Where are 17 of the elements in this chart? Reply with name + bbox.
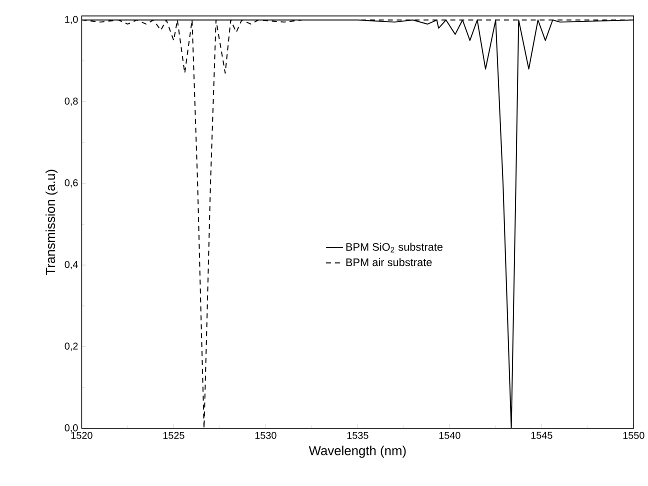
y-tick-label: 0,6 [64, 179, 78, 188]
x-tick-label: 1545 [531, 432, 552, 439]
x-tick-label: 1540 [439, 432, 460, 439]
x-tick-label: 1535 [347, 432, 368, 439]
x-tick-label: 1520 [71, 432, 92, 439]
y-tick-label: 0,8 [64, 98, 78, 106]
y-tick-label: 0,0 [64, 424, 78, 432]
y-tick-label: 0,4 [64, 260, 78, 270]
legend-label: BPM SiO$_{2}$ substrate [346, 242, 443, 252]
y-tick-label: 1,0 [65, 16, 78, 24]
y-axis-title: Transmission (a.u) [46, 170, 58, 275]
x-tick-label: 1525 [163, 432, 184, 439]
x-tick-label: 1550 [623, 432, 644, 439]
y-tick-label: 0,2 [64, 342, 78, 351]
legend-label: BPM air substrate [346, 258, 432, 266]
x-axis-title: Wavelength (nm) [308, 446, 406, 458]
x-tick-label: 1530 [255, 432, 276, 439]
